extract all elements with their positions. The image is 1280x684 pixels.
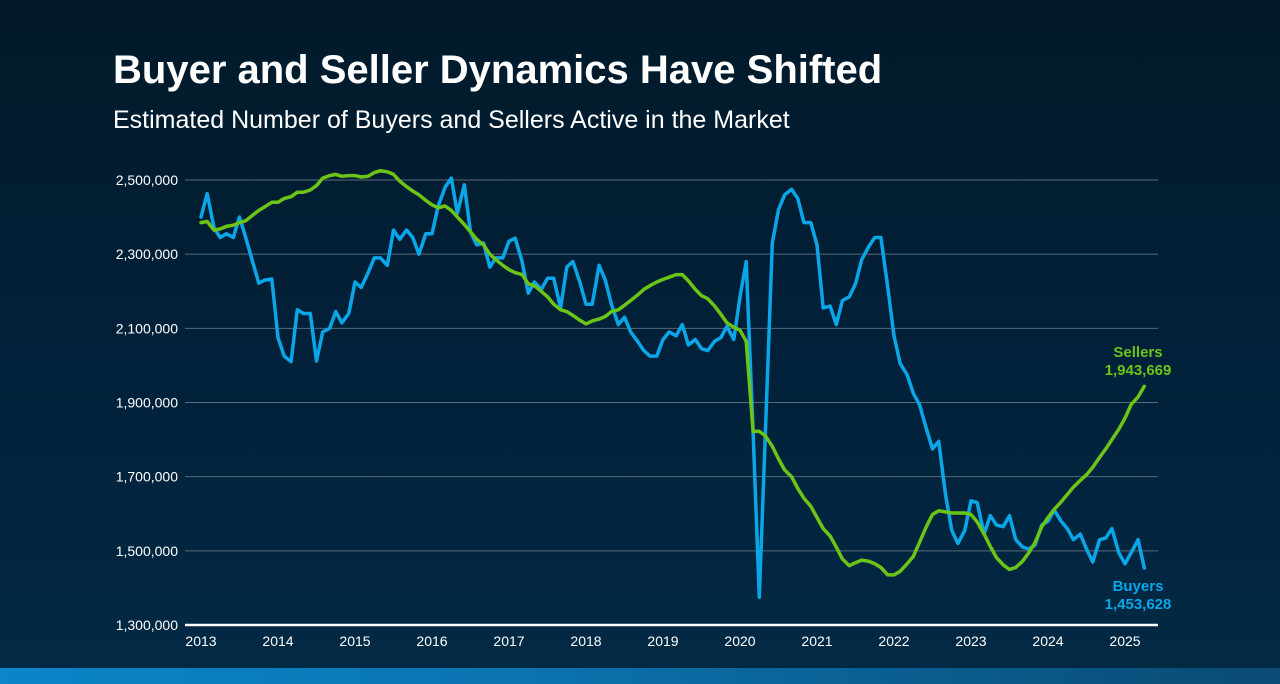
y-tick-label: 1,900,000 — [116, 395, 178, 411]
x-tick-label: 2016 — [416, 633, 447, 649]
page-title: Buyer and Seller Dynamics Have Shifted — [113, 48, 883, 92]
page-subtitle: Estimated Number of Buyers and Sellers A… — [113, 106, 790, 134]
y-tick-label: 2,100,000 — [116, 320, 178, 336]
x-tick-label: 2015 — [339, 633, 370, 649]
series-lines — [199, 168, 1147, 599]
x-tick-label: 2021 — [801, 633, 832, 649]
x-tick-label: 2017 — [493, 633, 524, 649]
series-line-sellers — [199, 168, 1147, 577]
x-tick-label: 2022 — [878, 633, 909, 649]
end-value-sellers: 1,943,669 — [1105, 362, 1172, 379]
y-tick-label: 1,700,000 — [116, 469, 178, 485]
end-value-buyers: 1,453,628 — [1105, 596, 1172, 613]
x-axis-ticks: 2013 2014 2015 2016 2017 2018 2019 2020 2021 2022… — [185, 633, 1140, 649]
x-tick-label: 2023 — [955, 633, 986, 649]
x-tick-label: 2020 — [724, 633, 755, 649]
y-axis-ticks: 1,300,000 1,500,000 1,700,000 1,900,000 2,10… — [116, 172, 178, 633]
gridlines — [185, 179, 1158, 627]
x-tick-label: 2018 — [570, 633, 601, 649]
x-tick-label: 2024 — [1032, 633, 1063, 649]
x-tick-label: 2013 — [185, 633, 216, 649]
x-tick-label: 2014 — [262, 633, 293, 649]
y-tick-label: 2,500,000 — [116, 172, 178, 188]
y-tick-label: 2,300,000 — [116, 246, 178, 262]
y-tick-label: 1,300,000 — [116, 617, 178, 633]
x-tick-label: 2025 — [1109, 633, 1140, 649]
series-line-buyers — [199, 176, 1147, 599]
end-label-buyers: Buyers — [1113, 578, 1164, 595]
y-tick-label: 1,500,000 — [116, 543, 178, 559]
end-label-sellers: Sellers — [1113, 344, 1162, 361]
x-tick-label: 2019 — [647, 633, 678, 649]
footer-band — [0, 668, 1280, 684]
